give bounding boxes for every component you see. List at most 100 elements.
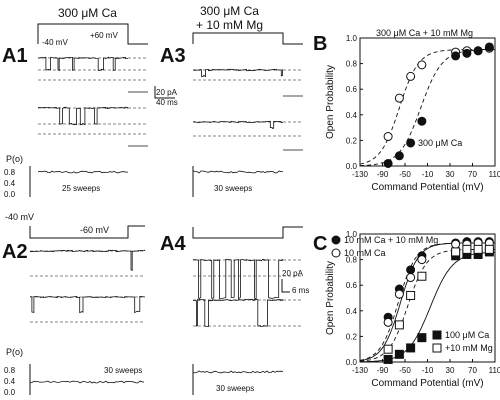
panel-a4-scale-bar	[281, 279, 290, 293]
data-point-series-3	[417, 271, 427, 281]
data-point-series-3	[451, 247, 461, 257]
panel-a2-po-tick-0-0: 0.0	[4, 388, 16, 397]
panel-a1-scale-bar	[154, 86, 175, 99]
data-point-series-0	[394, 93, 404, 103]
panel-b-chart: -130 -90 -50 -10 30 70 110 0.0 0.2 0.4 0.6 0.8 1.0 Co…	[325, 28, 500, 193]
panel-a4-voltage-protocol	[192, 226, 303, 239]
data-point-series-0	[406, 71, 416, 81]
fit-curve-2	[360, 251, 495, 363]
x-tick-label: -130	[352, 366, 369, 375]
panel-c-letter: C	[313, 233, 327, 255]
y-tick-label: 0.8	[346, 60, 358, 69]
x-tick-label: -10	[422, 170, 434, 179]
panel-a2-po-label: P(o)	[6, 347, 23, 357]
fit-curve-3	[360, 248, 495, 362]
panel-a2-po-tick-0-8: 0.8	[4, 366, 16, 375]
data-point-series-1	[451, 239, 461, 249]
panel-a1-scale-current: 20 pA	[156, 88, 178, 97]
data-point-series-1	[473, 46, 483, 56]
panel-a3-condition-line1: 300 μM Ca	[200, 4, 259, 18]
data-point-series-0	[417, 60, 427, 70]
panel-a1-po-tick-0-4: 0.4	[4, 179, 16, 188]
panel-a2-letter: A2	[2, 241, 28, 263]
y-tick-label: 0.8	[346, 256, 358, 265]
y-tick-label: 0.0	[346, 162, 358, 171]
a2-sweep-1	[29, 249, 146, 272]
panel-a3-sweeps-label: 30 sweeps	[214, 184, 252, 193]
legend-label: +10 mM Mg	[445, 343, 493, 353]
panel-a1-sweeps-label: 25 sweeps	[62, 184, 100, 193]
legend-label: 10 mM Ca + 10 mM Mg	[344, 235, 438, 245]
y-tick-label: 0.6	[346, 281, 358, 290]
legend-label: 100 μM Ca	[445, 330, 489, 340]
x-axis-label: Command Potential (mV)	[371, 182, 483, 193]
a4-sweep-2	[192, 298, 284, 328]
x-tick-label: 110	[489, 170, 500, 179]
data-point-series-3	[462, 244, 472, 254]
a3-po-trace	[192, 170, 283, 174]
panel-a1-letter: A1	[2, 45, 28, 67]
data-point-series-2	[417, 333, 427, 343]
legend-marker	[331, 235, 341, 245]
x-tick-label: 30	[446, 170, 455, 179]
panel-a1-condition: 300 μM Ca	[58, 6, 117, 20]
data-point-series-0	[383, 132, 393, 142]
y-tick-label: 1.0	[346, 34, 358, 43]
panel-a1-step-label: +60 mV	[90, 31, 118, 40]
fit-curve-0	[359, 49, 495, 165]
x-tick-label: -10	[422, 366, 434, 375]
panel-a4: A4 30 sweeps 20 pA 6 ms	[160, 226, 309, 395]
data-point-series-1	[394, 151, 404, 161]
data-point-series-3	[473, 244, 483, 254]
y-tick-label: 0.6	[346, 85, 358, 94]
panel-a4-scale-current: 20 pA	[282, 269, 304, 278]
data-point-series-3	[383, 344, 393, 354]
panel-a1-po-tick-0-0: 0.0	[4, 190, 16, 199]
x-tick-label: -50	[399, 170, 411, 179]
y-tick-label: 0.4	[346, 111, 358, 120]
panel-a4-sweeps-label: 30 sweeps	[216, 384, 254, 393]
x-tick-label: 30	[446, 366, 455, 375]
data-point-series-2	[383, 354, 393, 364]
x-tick-label: -90	[377, 170, 389, 179]
x-axis-label: Command Potential (mV)	[371, 378, 483, 389]
panel-a2-traces	[29, 249, 146, 384]
panel-a4-letter: A4	[160, 233, 186, 255]
y-tick-label: 0.0	[346, 358, 358, 367]
data-point-series-1	[406, 273, 416, 283]
panel-a1: A1 300 μM Ca -40 mV +60 mV P(o) 0.8 0.4 …	[2, 6, 178, 199]
panel-c-chart: -130 -90 -50 -10 30 70 110 0.0 0.2 0.4 0.6 0.8 1.0 Co…	[325, 230, 500, 389]
panel-a1-voltage-protocol	[37, 23, 148, 45]
a4-po-trace	[192, 370, 284, 374]
panel-b-letter: B	[313, 33, 327, 55]
data-point-series-2	[406, 343, 416, 353]
panel-a3-traces	[192, 68, 303, 174]
x-tick-label: 70	[468, 170, 477, 179]
data-point-series-3	[394, 320, 404, 330]
panel-a2-po-tick-0-4: 0.4	[4, 377, 16, 386]
data-point-series-1	[462, 48, 472, 58]
y-tick-label: 1.0	[346, 230, 358, 239]
panel-a2: A2 -40 mV -60 mV P(o) 0.8 0.4 0.0 30 swe…	[2, 212, 146, 397]
panel-a3-condition-line2: + 10 mM Mg	[196, 18, 263, 32]
annotation-ca-mg: 300 μM Ca + 10 mM Mg	[376, 28, 473, 38]
x-tick-label: -50	[399, 366, 411, 375]
legend-marker	[331, 248, 341, 258]
data-point-series-1	[417, 116, 427, 126]
legend-label: 10 mM Ca	[344, 248, 386, 258]
panel-a2-voltage-protocol	[29, 225, 145, 239]
data-point-series-1	[383, 158, 393, 168]
panel-a4-scale-time: 6 ms	[292, 286, 309, 295]
data-point-series-3	[484, 244, 494, 254]
legend-marker	[432, 330, 442, 340]
panel-a1-po-tick-0-8: 0.8	[4, 168, 16, 177]
a3-sweep-2	[192, 120, 284, 129]
panel-a1-scale-time: 40 ms	[156, 98, 178, 107]
x-tick-label: -130	[352, 170, 369, 179]
annotation-ca: 300 μM Ca	[418, 138, 462, 148]
panel-a3-voltage-protocol	[192, 32, 303, 45]
a2-po-trace	[29, 380, 145, 384]
y-axis-label: Open Probability	[325, 261, 336, 335]
data-point-series-2	[394, 349, 404, 359]
